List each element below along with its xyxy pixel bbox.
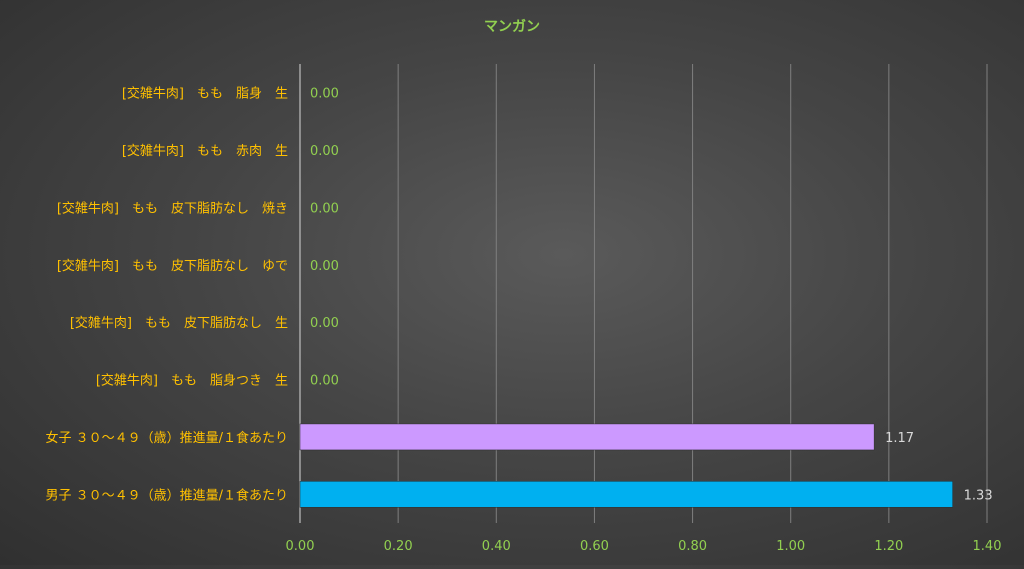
- x-tick-label: 1.20: [874, 539, 903, 554]
- labels: 0.00 0.20 0.40 0.60 0.80 1.00 1.20 1.40 [交雑牛肉] も…: [45, 86, 1001, 554]
- chart-title: マンガン: [484, 19, 540, 35]
- data-label: 0.00: [310, 201, 339, 216]
- x-tick-label: 0.80: [678, 539, 707, 554]
- x-tick-label: 0.00: [286, 539, 315, 554]
- x-tick-label: 1.00: [776, 539, 805, 554]
- category-label: [交雑牛肉] もも 脂身 生: [122, 86, 288, 102]
- category-label: 男子 ３０～４９（歳）推進量/１食あたり: [45, 487, 288, 503]
- category-label: 女子 ３０～４９（歳）推進量/１食あたり: [45, 430, 288, 446]
- category-label: [交雑牛肉] もも 皮下脂肪なし 生: [70, 315, 288, 331]
- category-label: [交雑牛肉] もも 皮下脂肪なし 焼き: [57, 200, 288, 216]
- x-tick-label: 1.40: [973, 539, 1002, 554]
- category-label: [交雑牛肉] もも 脂身つき 生: [96, 373, 288, 389]
- data-label: 0.00: [310, 259, 339, 274]
- bar: [299, 423, 875, 451]
- data-label: 0.00: [310, 374, 339, 389]
- category-label: [交雑牛肉] もも 赤肉 生: [122, 143, 288, 159]
- data-label: 0.00: [310, 144, 339, 159]
- gridlines: [299, 64, 988, 523]
- x-tick-label: 0.60: [580, 539, 609, 554]
- x-tick-label: 0.40: [482, 539, 511, 554]
- data-label: 1.33: [964, 488, 993, 503]
- x-tick-label: 0.20: [384, 539, 413, 554]
- category-label: [交雑牛肉] もも 皮下脂肪なし ゆで: [57, 258, 288, 274]
- bar: [299, 481, 953, 508]
- data-label: 1.17: [885, 431, 914, 446]
- bars: [299, 423, 953, 508]
- data-label: 0.00: [310, 87, 339, 102]
- data-label: 0.00: [310, 316, 339, 331]
